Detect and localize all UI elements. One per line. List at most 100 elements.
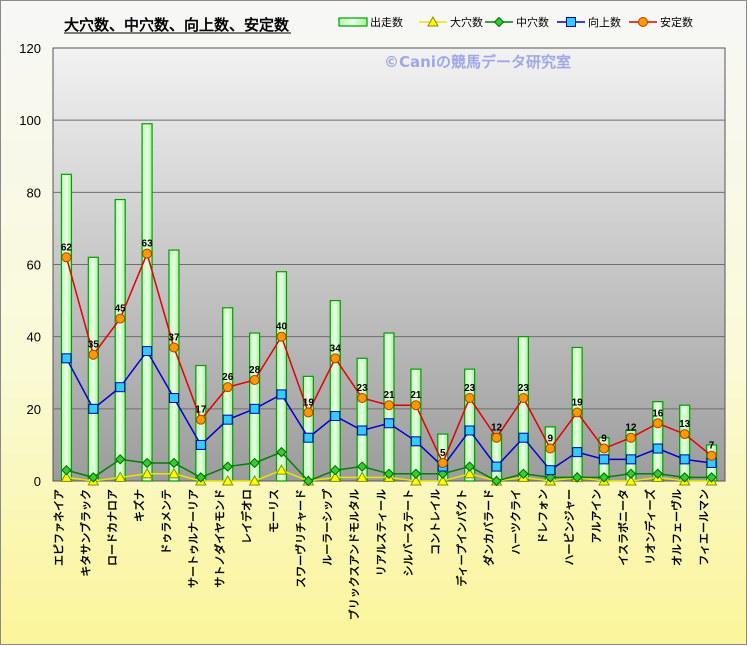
point-大穴数-サトノダイヤモンド [221,474,234,486]
point-向上数-アルアイン [599,454,610,465]
point-大穴数-ドゥラメンテ [168,467,180,479]
point-大穴数-ルーラーシップ [329,471,342,482]
point-中穴数-キズナ [141,457,153,469]
y-tick-label: 100 [19,113,41,128]
data-labels: 62 35 45 63 37 17 26 28 40 19 34 23 21 21 5 23 12 23 9 19 9 1… [61,239,715,459]
point-向上数-サートゥルナーリア [195,439,206,450]
point-中穴数-シルバーステート [410,468,422,479]
chart-title: 大穴数、中穴数、向上数、安定数 [64,16,290,34]
point-安定数-キズナ [142,248,153,259]
bar-オルフェーヴル [679,404,691,482]
point-中穴数-キタサンブラック [88,472,99,483]
data-label: 17 [195,405,207,416]
y-tick-label: 120 [19,41,41,56]
point-中穴数-スワーヴリチャード [303,475,314,487]
data-label: 19 [303,397,315,408]
bar-モーリス [275,271,288,482]
point-安定数-サートゥルナーリア [195,414,206,425]
x-category-label: スワーヴリチャード [293,489,307,588]
point-向上数-リオンディーズ [652,443,663,454]
x-category-label: ドゥラメンテ [160,489,173,555]
point-中穴数-ブリックスアンドモルタル [356,461,368,472]
point-向上数-シルバーステート [410,436,421,447]
y-tick-label: 80 [27,185,41,200]
data-label: 23 [357,383,369,394]
point-大穴数-レイデオロ [248,474,261,486]
legend-marker-大穴数 [427,15,439,27]
point-大穴数-コントレイル [436,474,449,486]
bar-ディープインパクト [464,368,476,482]
bar-ハーツクライ [517,336,530,482]
y-tick-label: 0 [34,474,41,489]
point-中穴数-サートゥルナーリア [195,472,207,483]
bar-エピファネイア [60,173,73,482]
bar-キズナ [141,123,153,482]
data-label: 37 [168,332,180,343]
point-大穴数-ロードカナロア [114,471,127,482]
point-安定数-コントレイル [437,457,448,468]
x-category-label: アルアイン [590,489,603,543]
x-category-label: サトノダイヤモンド [213,489,227,588]
x-category-label: ロードカナロア [106,489,119,566]
x-category-label: コントレイル [429,489,442,555]
point-安定数-ロードカナロア [115,313,126,324]
point-安定数-モーリス [276,331,287,342]
data-label: 16 [652,408,664,419]
x-category-label: ブリックスアンドモルタル [347,489,361,620]
point-大穴数-ディープインパクト [463,467,476,479]
x-category-label: エピファネイア [52,489,65,566]
point-中穴数-ロードカナロア [114,454,126,465]
point-安定数-リアルスティール [384,400,394,411]
point-向上数-サトノダイヤモンド [222,414,233,425]
point-大穴数-モーリス [275,464,288,475]
point-安定数-ダンカバラード [491,432,502,443]
y-tick-label: 40 [27,330,41,345]
point-安定数-ブリックスアンドモルタル [357,393,368,404]
x-category-label: リオンディーズ [643,489,657,565]
x-category-label: ハーツクライ [509,489,522,555]
point-向上数-ロードカナロア [115,382,126,393]
point-向上数-オルフェーヴル [679,454,690,465]
point-安定数-ディープインパクト [464,393,475,404]
data-label: 19 [572,397,584,408]
data-label: 12 [491,423,503,434]
bar-シルバーステート [410,368,422,482]
point-向上数-エピファネイア [61,353,72,364]
bar-ドゥラメンテ [168,249,180,482]
data-label: 21 [410,390,422,401]
point-向上数-ハーツクライ [518,432,529,443]
point-大穴数-ブリックスアンドモルタル [356,471,368,482]
legend-marker-安定数 [638,17,648,27]
point-中穴数-リアルスティール [383,468,395,479]
legend-label-中穴数: 中穴数 [516,15,549,29]
bar-キタサンブラック [87,256,99,482]
data-label: 34 [330,343,342,354]
point-向上数-ルーラーシップ [330,411,341,422]
point-中穴数-フィエールマン [706,472,717,483]
point-向上数-ブリックスアンドモルタル [357,425,368,436]
point-中穴数-ルーラーシップ [330,464,341,476]
data-label: 21 [383,390,395,401]
data-label: 5 [440,448,446,459]
data-label: 35 [88,340,100,351]
point-安定数-エピファネイア [61,252,72,263]
x-category-label: ダンカバラード [482,489,496,566]
legend-label-大穴数: 大穴数 [450,15,483,29]
point-安定数-アルアイン [599,443,610,454]
data-label: 23 [518,383,530,394]
point-大穴数-イスラボニータ [625,474,637,486]
point-安定数-フィエールマン [706,450,717,461]
point-中穴数-イスラボニータ [625,468,637,479]
point-中穴数-レイデオロ [249,457,260,469]
point-安定数-ルーラーシップ [330,353,341,364]
x-category-label: レイデオロ [240,489,254,544]
x-category-label: リアルスティール [375,489,388,576]
point-安定数-キタサンブラック [88,349,99,360]
legend-label-出走数: 出走数 [370,15,403,29]
data-label: 40 [276,322,288,333]
point-向上数-ダンカバラード [491,461,502,472]
y-tick-label: 60 [27,258,41,273]
watermark: ©Caniの競馬データ研究室 [384,53,571,71]
x-category-label: シルバーステート [402,489,415,576]
